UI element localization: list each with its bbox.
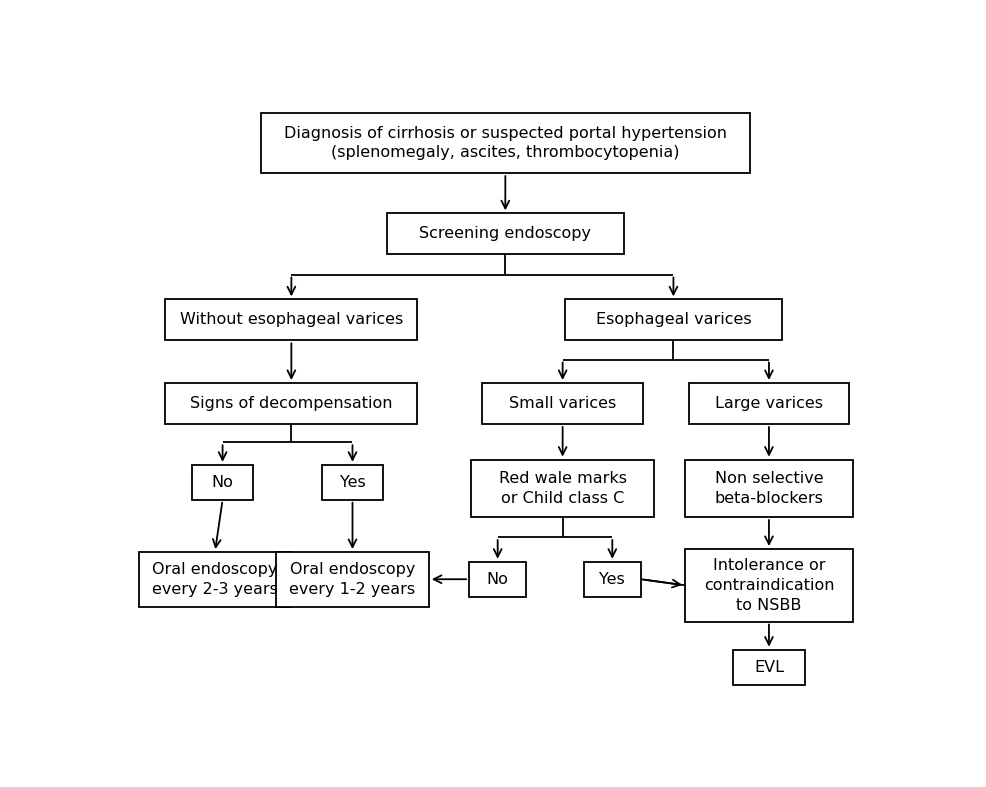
Bar [685,549,853,622]
Bar [685,460,853,517]
Text: Small varices: Small varices [509,396,616,411]
Bar [276,552,429,607]
Text: Non selective
beta-blockers: Non selective beta-blockers [715,471,823,506]
Text: Red wale marks
or Child class C: Red wale marks or Child class C [499,471,627,506]
Text: Intolerance or
contraindication
to NSBB: Intolerance or contraindication to NSBB [704,558,834,612]
Text: Screening endoscopy: Screening endoscopy [419,227,592,242]
Bar [260,113,750,173]
Text: Esophageal varices: Esophageal varices [596,312,751,327]
Bar [565,299,782,341]
Text: EVL: EVL [754,660,784,674]
Bar [733,649,806,685]
Bar [469,562,527,597]
Bar [192,464,253,500]
Text: No: No [487,571,509,587]
Text: No: No [212,475,234,490]
Text: Signs of decompensation: Signs of decompensation [190,396,392,411]
Text: Without esophageal varices: Without esophageal varices [179,312,403,327]
Bar [321,464,383,500]
Bar [482,383,643,424]
Bar [688,383,849,424]
Text: Large varices: Large varices [715,396,823,411]
Bar [138,552,292,607]
Text: Oral endoscopy
every 2-3 years: Oral endoscopy every 2-3 years [152,562,278,597]
Text: Yes: Yes [339,475,366,490]
Text: Diagnosis of cirrhosis or suspected portal hypertension
(splenomegaly, ascites, : Diagnosis of cirrhosis or suspected port… [284,125,727,161]
Text: Oral endoscopy
every 1-2 years: Oral endoscopy every 1-2 years [290,562,415,597]
Bar [471,460,655,517]
Bar [166,383,417,424]
Bar [584,562,641,597]
Bar [166,299,417,341]
Bar [387,213,624,254]
Text: Yes: Yes [599,571,625,587]
